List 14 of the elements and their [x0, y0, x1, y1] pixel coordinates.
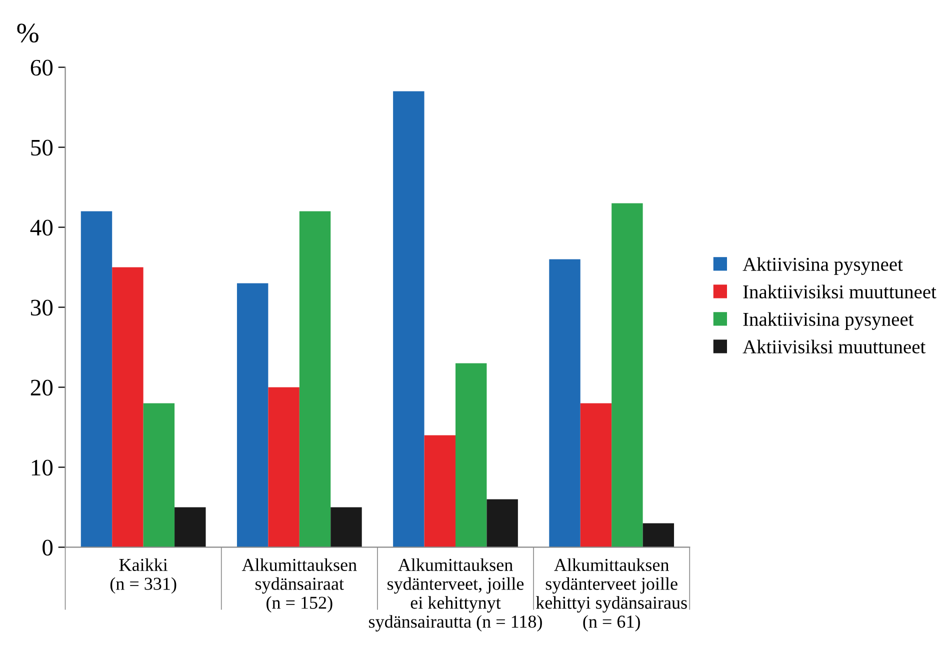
- legend-label: Aktiivisiksi muuttuneet: [742, 340, 926, 354]
- y-tick-label: 50: [31, 140, 53, 156]
- y-tick-label: 20: [30, 380, 53, 396]
- y-tick-label: 40: [30, 220, 53, 236]
- y-tick-label: 10: [32, 460, 53, 476]
- y-tick-label: 60: [30, 60, 53, 76]
- y-tick-label: 0: [42, 540, 53, 556]
- x-tick-label: Kaikki (n = 331): [110, 558, 176, 594]
- y-axis-title: %: [17, 24, 38, 43]
- x-tick-label: Alkumittauksen sydänsairaat (n = 152): [242, 558, 357, 613]
- legend-label: Inaktiivisiksi muuttuneet: [743, 284, 936, 298]
- legend-label: Aktiivisina pysyneet: [742, 257, 903, 275]
- legend-label: Inaktiivisina pysyneet: [743, 312, 914, 330]
- y-tick-label: 30: [30, 300, 53, 316]
